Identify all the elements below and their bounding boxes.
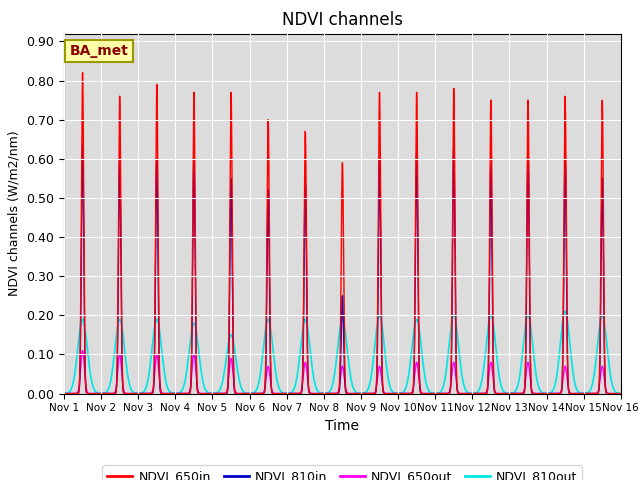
NDVI_650out xyxy=(96,391,104,396)
NDVI_650out xyxy=(79,348,86,353)
NDVI_810out xyxy=(617,391,625,396)
NDVI_810in xyxy=(74,391,82,396)
NDVI_650in xyxy=(303,323,311,329)
NDVI_810in xyxy=(96,391,104,396)
NDVI_810out xyxy=(74,344,82,349)
Title: NDVI channels: NDVI channels xyxy=(282,11,403,29)
NDVI_810out xyxy=(561,309,569,314)
NDVI_810out xyxy=(252,388,260,394)
Legend: NDVI_650in, NDVI_810in, NDVI_650out, NDVI_810out: NDVI_650in, NDVI_810in, NDVI_650out, NDV… xyxy=(102,465,582,480)
NDVI_650in xyxy=(96,391,104,396)
NDVI_650in xyxy=(74,391,82,396)
Line: NDVI_650out: NDVI_650out xyxy=(64,350,621,394)
Line: NDVI_810out: NDVI_810out xyxy=(64,312,621,394)
Line: NDVI_650in: NDVI_650in xyxy=(64,73,621,394)
NDVI_650in xyxy=(79,70,86,76)
NDVI_650out xyxy=(60,391,68,396)
NDVI_650out xyxy=(74,389,82,395)
NDVI_650out xyxy=(184,391,191,396)
NDVI_810out xyxy=(60,391,68,396)
NDVI_650out xyxy=(252,391,260,396)
NDVI_650in xyxy=(513,391,521,396)
NDVI_810out xyxy=(184,363,191,369)
NDVI_810in xyxy=(303,336,311,342)
X-axis label: Time: Time xyxy=(325,419,360,433)
NDVI_810out xyxy=(303,322,311,327)
NDVI_810in xyxy=(513,391,521,396)
NDVI_810out xyxy=(96,391,104,396)
Y-axis label: NDVI channels (W/m2/nm): NDVI channels (W/m2/nm) xyxy=(8,131,20,297)
NDVI_650out xyxy=(617,391,625,396)
NDVI_810in xyxy=(617,391,625,396)
NDVI_810in xyxy=(79,140,86,146)
NDVI_650in xyxy=(60,391,68,396)
NDVI_650out xyxy=(513,391,521,396)
NDVI_650in xyxy=(252,391,260,396)
NDVI_810in xyxy=(184,391,191,396)
NDVI_650in xyxy=(617,391,625,396)
Text: BA_met: BA_met xyxy=(70,44,129,58)
NDVI_810in xyxy=(60,391,68,396)
NDVI_810out xyxy=(513,385,521,391)
NDVI_650in xyxy=(184,391,191,396)
Line: NDVI_810in: NDVI_810in xyxy=(64,143,621,394)
NDVI_650out xyxy=(303,372,311,378)
NDVI_810in xyxy=(252,391,260,396)
